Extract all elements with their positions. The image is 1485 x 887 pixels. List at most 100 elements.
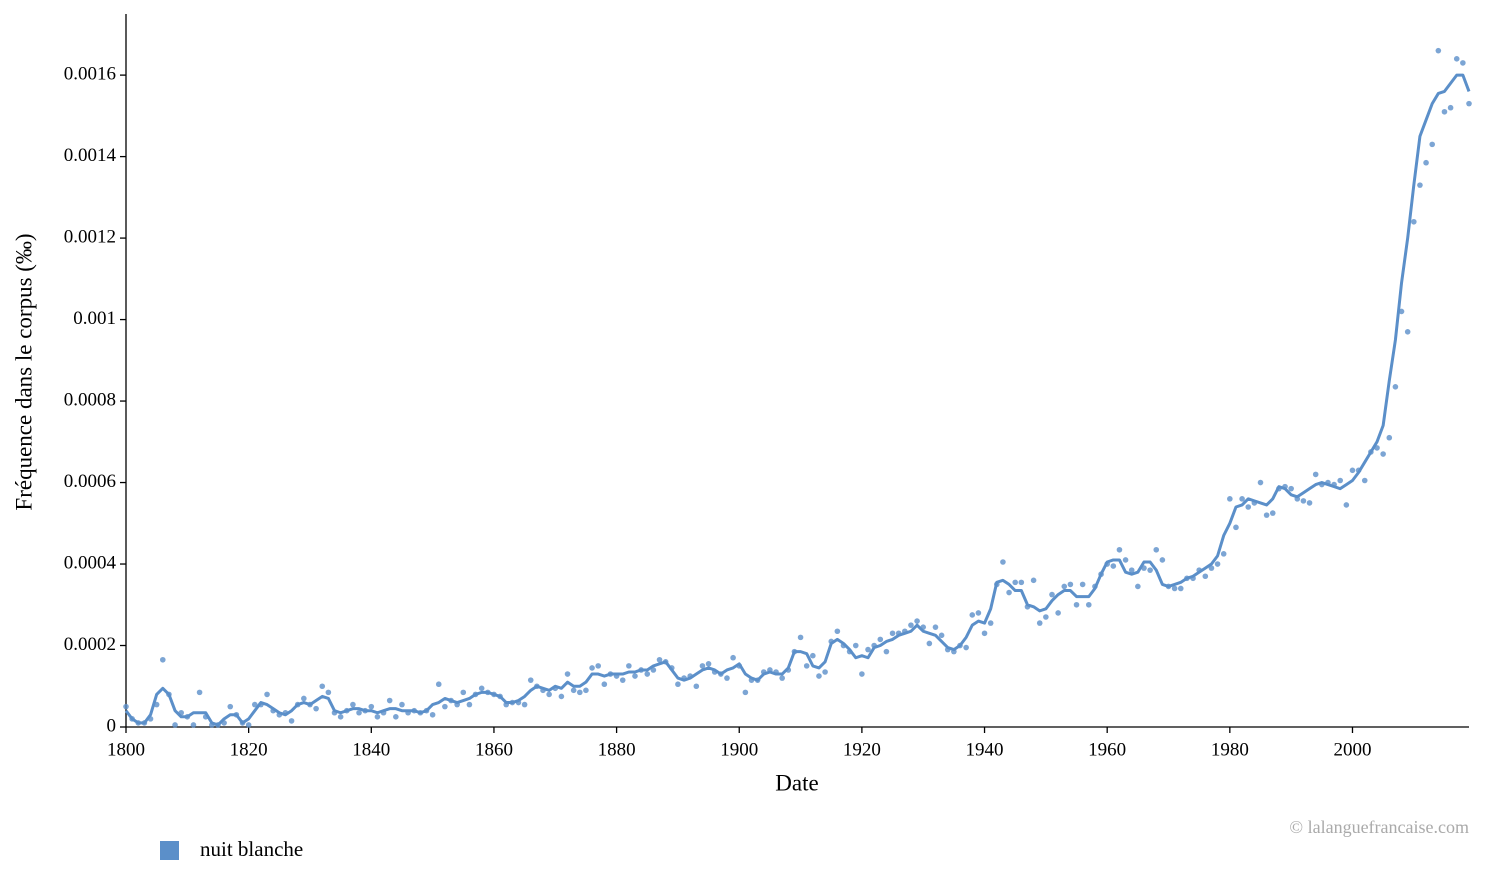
data-point	[245, 722, 252, 728]
data-point	[1049, 591, 1055, 598]
data-point	[987, 620, 994, 626]
data-point	[190, 722, 197, 728]
x-tick-label: 1940	[966, 739, 1004, 760]
data-point	[852, 642, 859, 649]
x-tick-label: 1900	[720, 739, 758, 760]
data-point	[1135, 583, 1141, 590]
data-point	[1018, 579, 1025, 586]
data-point	[325, 689, 332, 696]
credit: © lalanguefrancaise.com	[1289, 817, 1469, 837]
y-tick-label: 0.0004	[64, 552, 117, 573]
data-point	[699, 663, 706, 669]
data-point	[1269, 510, 1276, 516]
data-point	[1227, 496, 1233, 502]
data-point	[1220, 551, 1227, 557]
data-point	[1214, 561, 1221, 567]
data-point	[1288, 485, 1294, 492]
x-tick-label: 1820	[230, 739, 268, 760]
data-point	[399, 701, 405, 708]
data-point	[123, 703, 129, 710]
data-point	[1380, 451, 1386, 457]
data-point	[1036, 620, 1043, 626]
data-point	[1043, 614, 1049, 620]
data-point	[1061, 583, 1068, 590]
x-tick-label: 1800	[107, 739, 145, 760]
x-tick-label: 1860	[475, 739, 513, 760]
data-point	[1411, 218, 1417, 225]
data-point	[1263, 512, 1270, 518]
data-point	[969, 612, 976, 618]
data-point	[576, 689, 583, 696]
data-point	[932, 624, 939, 630]
legend-label: nuit blanche	[200, 837, 303, 861]
data-point	[963, 644, 969, 651]
data-point	[656, 656, 663, 663]
data-point	[1417, 182, 1423, 188]
data-point	[558, 693, 565, 700]
data-point	[1423, 159, 1429, 166]
x-tick-label: 1880	[598, 739, 636, 760]
data-point	[356, 709, 362, 716]
data-point	[975, 610, 982, 616]
data-point	[546, 691, 552, 698]
data-point	[908, 622, 914, 628]
data-point	[981, 630, 988, 637]
data-point	[1257, 479, 1264, 486]
data-point	[730, 654, 736, 661]
data-point	[435, 681, 442, 688]
data-point	[675, 681, 681, 688]
data-point	[1159, 557, 1166, 563]
data-point	[601, 681, 608, 688]
data-point	[1202, 573, 1209, 580]
data-point	[1300, 498, 1307, 504]
y-tick-label: 0.001	[73, 308, 116, 329]
data-point	[1466, 100, 1472, 107]
data-point	[1453, 56, 1460, 62]
data-point	[822, 669, 828, 675]
y-tick-label: 0.0016	[64, 63, 116, 84]
data-point	[1349, 467, 1356, 474]
data-point	[877, 636, 884, 643]
x-tick-label: 1840	[352, 739, 390, 760]
data-point	[1012, 579, 1019, 586]
data-point	[883, 648, 890, 655]
data-point	[1006, 589, 1012, 596]
data-point	[374, 714, 381, 720]
data-point	[288, 718, 295, 724]
data-point	[583, 687, 589, 694]
x-tick-label: 1920	[843, 739, 881, 760]
data-point	[1441, 108, 1448, 115]
data-point	[1245, 504, 1252, 510]
data-point	[1110, 563, 1117, 569]
y-tick-label: 0.0002	[64, 634, 116, 655]
x-axis-label: Date	[775, 770, 818, 795]
data-point	[742, 689, 749, 696]
data-point	[1306, 500, 1313, 506]
data-point	[1460, 60, 1466, 66]
x-tick-label: 1960	[1088, 739, 1126, 760]
data-point	[859, 671, 865, 677]
data-point	[693, 683, 700, 690]
data-point	[1171, 585, 1178, 592]
data-point	[301, 695, 307, 702]
data-point	[1361, 477, 1368, 484]
data-point	[1386, 434, 1393, 441]
data-point	[1312, 471, 1319, 478]
data-point	[1233, 524, 1239, 531]
data-point	[1067, 581, 1074, 588]
data-point	[196, 689, 203, 696]
legend-swatch	[160, 841, 179, 860]
data-point	[816, 673, 822, 679]
data-point	[644, 671, 651, 677]
data-point	[1177, 585, 1184, 592]
data-point	[1122, 557, 1129, 563]
data-point	[319, 683, 326, 690]
data-point	[705, 661, 712, 667]
data-point	[1073, 601, 1080, 608]
data-point	[724, 675, 730, 681]
y-tick-label: 0	[107, 715, 117, 736]
data-point	[1147, 567, 1153, 573]
data-point	[1398, 308, 1405, 315]
data-point	[626, 663, 632, 669]
